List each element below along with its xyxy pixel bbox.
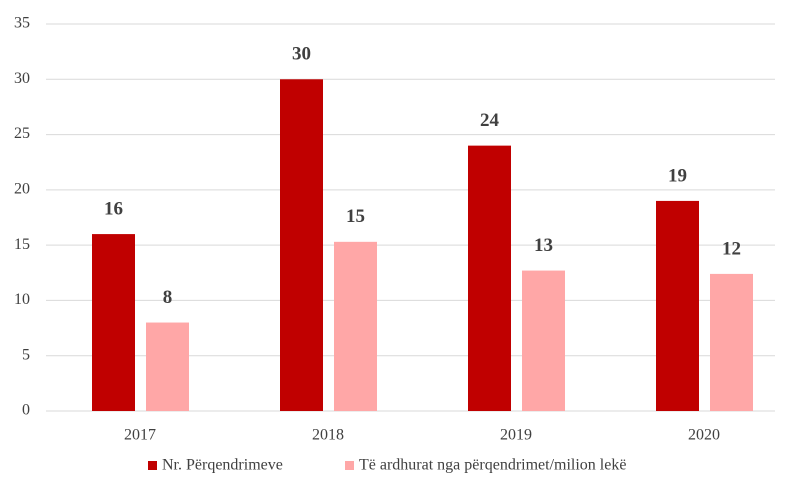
y-tick-label: 0 <box>22 402 30 419</box>
bar <box>710 273 753 411</box>
bar <box>656 200 699 411</box>
y-tick-label: 20 <box>14 181 30 198</box>
value-label: 12 <box>722 238 741 259</box>
value-label: 16 <box>104 198 123 219</box>
y-tick-label: 5 <box>22 346 30 363</box>
legend-label: Nr. Përqendrimeve <box>162 457 283 474</box>
x-tick-label: 2017 <box>124 427 156 444</box>
bar <box>522 270 565 411</box>
x-tick-label: 2019 <box>500 427 532 444</box>
y-tick-label: 30 <box>14 70 30 87</box>
y-tick-label: 35 <box>14 15 30 32</box>
bar <box>146 322 189 411</box>
bar <box>468 145 511 411</box>
legend-swatch <box>345 461 354 470</box>
legend-label: Të ardhurat nga përqendrimet/milion lekë <box>359 457 626 474</box>
value-label: 15 <box>346 206 365 227</box>
value-label: 30 <box>292 44 311 65</box>
y-tick-label: 10 <box>14 291 30 308</box>
x-tick-label: 2020 <box>688 427 720 444</box>
value-label: 13 <box>534 235 553 256</box>
bar <box>334 241 377 411</box>
bar <box>92 234 135 411</box>
y-tick-label: 15 <box>14 236 30 253</box>
x-tick-label: 2018 <box>312 427 344 444</box>
legend-swatch <box>148 461 157 470</box>
y-tick-label: 25 <box>14 125 30 142</box>
value-label: 19 <box>668 165 687 186</box>
bar <box>280 79 323 412</box>
value-label: 24 <box>480 110 500 131</box>
value-label: 8 <box>163 287 173 308</box>
